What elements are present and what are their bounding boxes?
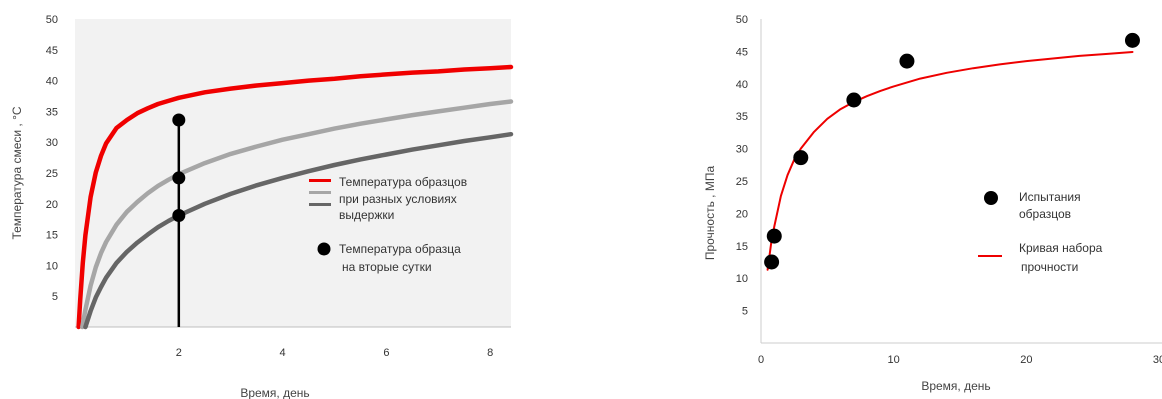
y-tick-label: 45	[736, 46, 748, 58]
sample-point	[846, 92, 862, 108]
x-tick-label: 0	[758, 354, 764, 366]
day-2-point	[172, 113, 186, 127]
day-2-point	[172, 209, 186, 223]
x-tick-label: 2	[176, 347, 182, 359]
y-tick-label: 25	[736, 176, 748, 188]
y-tick-label: 40	[46, 76, 58, 88]
legend: Температура образцов при разных условиях…	[309, 175, 467, 274]
legend-text-dot-1: Испытания	[1019, 190, 1081, 204]
temperature-chart: 5 10 15 20 25 30 35 40 45 50 2 4 6 8 Температура сме…	[10, 14, 514, 399]
sample-point	[764, 254, 780, 270]
y-tick-label: 20	[46, 199, 58, 211]
x-tick-label: 20	[1020, 354, 1032, 366]
legend-text-line-3: выдержки	[339, 208, 394, 222]
x-axis-ticks: 0 10 20 30	[758, 354, 1162, 366]
y-tick-label: 35	[736, 111, 748, 123]
y-axis-label: Температура смеси , °С	[10, 106, 24, 239]
x-tick-label: 4	[280, 347, 286, 359]
y-tick-label: 30	[46, 137, 58, 149]
y-tick-label: 45	[46, 45, 58, 57]
legend-swatch-red-line	[978, 255, 1002, 257]
x-axis-label: Время, день	[921, 379, 990, 393]
strength-chart: 5 10 15 20 25 30 35 40 45 50 0 10 20 30 Прочность , …	[703, 14, 1162, 393]
sample-point	[793, 150, 809, 166]
x-tick-label: 6	[383, 347, 389, 359]
legend-swatch-light-gray	[309, 191, 331, 194]
sample-point	[766, 228, 782, 244]
legend-marker-dot	[317, 242, 331, 256]
y-tick-label: 15	[46, 230, 58, 242]
legend-text-dot-2: на вторые сутки	[342, 260, 432, 274]
sample-point	[899, 53, 915, 69]
y-axis-ticks: 5 10 15 20 25 30 35 40 45 50	[46, 14, 58, 303]
sample-points	[764, 32, 1140, 270]
legend-marker-dot	[984, 191, 998, 205]
y-tick-label: 5	[52, 291, 58, 303]
y-tick-label: 5	[742, 306, 748, 318]
curve-red	[76, 64, 514, 330]
legend-text-dot-1: Температура образца	[339, 242, 461, 256]
y-axis-ticks: 5 10 15 20 25 30 35 40 45 50	[736, 14, 748, 318]
y-tick-label: 40	[736, 79, 748, 91]
y-tick-label: 50	[46, 14, 58, 26]
sample-point	[1124, 32, 1140, 48]
y-tick-label: 15	[736, 241, 748, 253]
curve-dark-gray	[83, 131, 514, 330]
x-tick-label: 10	[888, 354, 900, 366]
day-2-point	[172, 171, 186, 185]
y-tick-label: 30	[736, 144, 748, 156]
y-tick-label: 50	[736, 14, 748, 26]
x-tick-label: 30	[1153, 354, 1162, 366]
legend-text-dot-2: образцов	[1019, 207, 1071, 221]
y-tick-label: 35	[46, 106, 58, 118]
x-axis-ticks: 2 4 6 8	[176, 347, 494, 359]
legend-text-line-2: при разных условиях	[339, 192, 457, 206]
x-tick-label: 8	[487, 347, 493, 359]
legend-text-line-2: прочности	[1021, 260, 1078, 274]
legend-text-line-1: Температура образцов	[339, 175, 467, 189]
data-points	[172, 113, 186, 223]
legend-swatch-red	[309, 179, 331, 182]
strength-gain-curve	[766, 51, 1134, 271]
y-tick-label: 25	[46, 168, 58, 180]
curve-light-gray	[80, 99, 514, 330]
series-lines	[76, 64, 514, 330]
y-tick-label: 10	[736, 273, 748, 285]
legend: Испытания образцов Кривая набора прочнос…	[978, 190, 1103, 274]
y-tick-label: 10	[46, 260, 58, 272]
legend-text-line-1: Кривая набора	[1019, 241, 1103, 255]
legend-swatch-dark-gray	[309, 203, 331, 206]
y-axis-label: Прочность , МПа	[703, 166, 717, 261]
strength-curve	[766, 51, 1134, 271]
y-tick-label: 20	[736, 208, 748, 220]
x-axis-label: Время, день	[240, 386, 309, 399]
